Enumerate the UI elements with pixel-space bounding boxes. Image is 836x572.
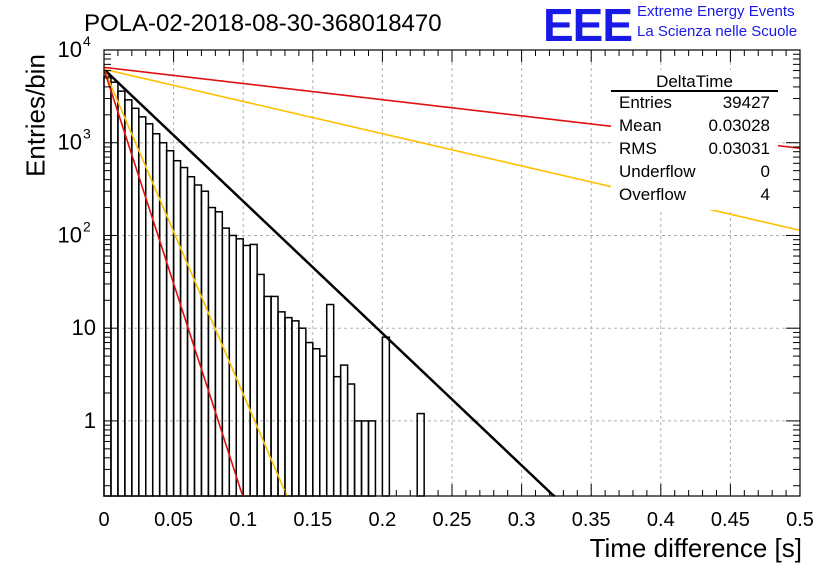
histogram-bin xyxy=(312,348,321,497)
fit-curve-0 xyxy=(103,68,556,498)
stats-label: Overflow xyxy=(619,185,687,204)
histogram-bin xyxy=(200,190,210,497)
y-tick-label: 1 xyxy=(84,408,96,433)
histogram-bin xyxy=(367,420,377,497)
stats-label: Mean xyxy=(619,116,662,135)
stats-value: 4 xyxy=(760,185,770,204)
stats-label: Entries xyxy=(619,93,672,112)
x-tick-label: 0.3 xyxy=(508,509,536,531)
x-tick-label: 0.15 xyxy=(293,509,332,531)
stats-value: 39427 xyxy=(722,93,770,112)
histogram-bin xyxy=(284,316,293,497)
stats-row-overflow: Overflow 4 xyxy=(619,185,770,207)
histogram-bin xyxy=(158,141,168,497)
y-tick-exponent: 4 xyxy=(83,33,91,49)
histogram-bin xyxy=(291,320,300,497)
histogram-bin xyxy=(332,375,342,497)
x-tick-label: 0.5 xyxy=(786,509,814,531)
y-tick-label: 10 xyxy=(58,37,82,62)
histogram-bin xyxy=(360,420,370,497)
histogram-bin xyxy=(117,90,126,497)
x-axis-label: Time difference [s] xyxy=(589,533,802,563)
histogram-bin xyxy=(256,273,265,497)
eee-logo: EEE xyxy=(543,0,633,51)
histogram-bin xyxy=(277,311,286,497)
histogram-bin xyxy=(235,238,244,497)
histogram-bin xyxy=(151,132,161,497)
fit-curve-2 xyxy=(103,69,244,497)
stats-row-entries: Entries 39427 xyxy=(619,93,770,115)
x-tick-label: 0.4 xyxy=(647,509,675,531)
x-tick-label: 0.2 xyxy=(368,509,396,531)
y-axis-label: Entries/bin xyxy=(20,54,51,177)
stats-row-mean: Mean 0.03028 xyxy=(619,116,770,138)
fit-curve-1 xyxy=(103,68,289,497)
chart-title: POLA-02-2018-08-30-368018470 xyxy=(84,10,442,37)
y-tick-label: 10 xyxy=(58,130,82,155)
stats-value: 0.03028 xyxy=(708,116,770,135)
histogram-bin xyxy=(353,420,363,497)
histogram-bin xyxy=(346,383,356,497)
histogram-bin xyxy=(214,211,224,497)
y-tick-label: 10 xyxy=(58,222,82,247)
histogram-bin xyxy=(263,295,272,497)
histogram-bin xyxy=(103,75,112,497)
x-tick-label: 0.25 xyxy=(433,509,472,531)
histogram-bin xyxy=(381,336,391,497)
histogram-bin xyxy=(325,303,335,497)
x-tick-label: 0 xyxy=(98,509,109,531)
histogram xyxy=(103,75,425,497)
y-tick-label: 10 xyxy=(72,315,96,340)
stats-value: 0.03031 xyxy=(708,139,770,158)
stats-value: 0 xyxy=(760,162,770,181)
histogram-bin xyxy=(165,149,175,497)
histogram-bin xyxy=(138,116,147,497)
histogram-bin xyxy=(221,227,231,497)
histogram-bin xyxy=(193,184,203,497)
stats-divider xyxy=(611,90,778,92)
histogram-bin xyxy=(305,341,314,497)
x-tick-label: 0.45 xyxy=(711,509,750,531)
stats-row-underflow: Underflow 0 xyxy=(619,162,770,184)
logo-line-2: La Scienza nelle Scuole xyxy=(637,23,798,40)
stats-box: DeltaTime Entries 39427 Mean 0.03028 RMS… xyxy=(611,70,778,210)
histogram-bin xyxy=(339,364,349,497)
x-axis-ticks: 0 0.05 0.1 0.15 0.2 0.25 0.3 0.35 0.4 0.45 0.5 xyxy=(98,50,814,531)
logo-line-1: Extreme Energy Events xyxy=(637,3,795,20)
histogram-bin xyxy=(416,412,425,497)
histogram-bin xyxy=(207,206,217,497)
x-tick-label: 0.05 xyxy=(154,509,193,531)
histogram-bin xyxy=(124,99,133,497)
histogram-bin xyxy=(298,327,307,497)
histogram-bin xyxy=(319,355,328,497)
histogram-bin xyxy=(110,81,119,497)
stats-label: RMS xyxy=(619,139,657,158)
histogram-bin xyxy=(179,166,189,497)
y-tick-exponent: 3 xyxy=(83,126,91,142)
stats-name: DeltaTime xyxy=(656,72,733,91)
x-tick-label: 0.35 xyxy=(572,509,611,531)
stats-label: Underflow xyxy=(619,162,696,181)
x-tick-label: 0.1 xyxy=(229,509,257,531)
stats-row-rms: RMS 0.03031 xyxy=(619,139,770,161)
histogram-bin xyxy=(242,244,251,497)
histogram-bin xyxy=(249,243,258,497)
y-tick-exponent: 2 xyxy=(83,218,91,234)
